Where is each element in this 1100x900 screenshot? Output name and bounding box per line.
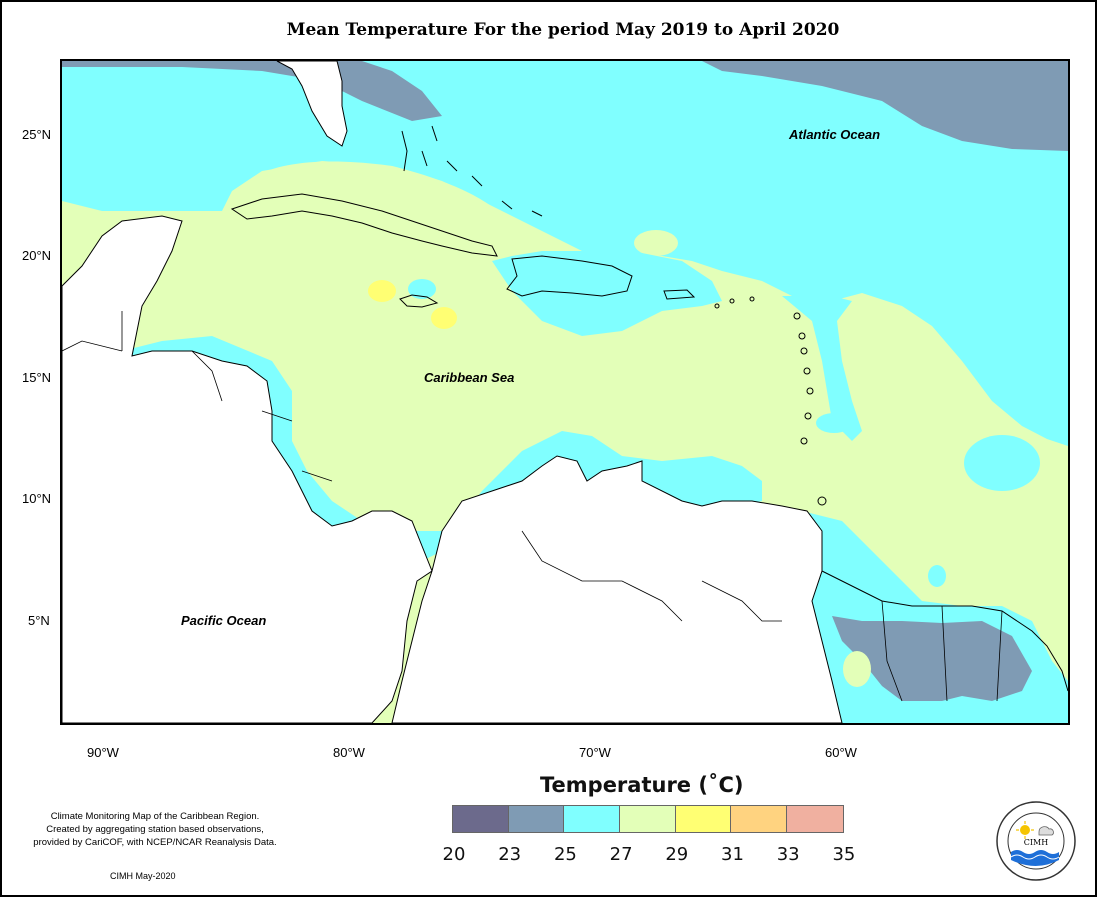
legend-swatch-5 [731, 806, 788, 832]
legend-swatch-0 [453, 806, 509, 832]
temp-zone-25-27-east-patch [964, 435, 1040, 491]
legend-tick-33: 33 [776, 844, 800, 865]
atlantic-ocean-label: Atlantic Ocean [789, 127, 881, 142]
jamaica-landmass [399, 294, 439, 308]
temp-zone-27-29-cuba [237, 161, 507, 261]
logo-text: CIMH [1024, 838, 1048, 847]
temp-zone-25-27-atlantic [62, 61, 1068, 446]
lat-label-20: 20°N [22, 248, 52, 263]
lat-label-10: 10°N [22, 491, 52, 506]
cimh-logo-icon: CIMH [995, 800, 1077, 882]
legend-tick-31: 31 [721, 844, 744, 865]
lat-label-15: 15°N [22, 370, 52, 385]
lon-label-80: 80°W [333, 745, 365, 760]
legend-title: Temperature (˚C) [540, 773, 744, 797]
temp-zone-27-29-blob [634, 230, 678, 256]
temperature-map [62, 61, 1068, 723]
legend-swatch-1 [508, 806, 565, 832]
caribbean-sea-label: Caribbean Sea [424, 370, 515, 385]
legend-tick-35: 35 [832, 844, 856, 865]
map-panel [60, 59, 1070, 725]
credit-line-1: Climate Monitoring Map of the Caribbean … [50, 811, 260, 822]
temp-zone-25-27-grenada-patch [816, 413, 852, 433]
puerto-rico-landmass [663, 289, 696, 300]
florida-landmass [276, 61, 348, 147]
legend-tick-27: 27 [609, 844, 633, 865]
credit-text: Climate Monitoring Map of the Caribbean … [20, 810, 290, 849]
legend-color-bar [452, 805, 844, 833]
lon-label-90: 90°W [87, 745, 119, 760]
legend-swatch-4 [675, 806, 732, 832]
bahamas-islands [401, 125, 543, 217]
legend-tick-29: 29 [665, 844, 689, 865]
temp-zone-25-27-hispaniola [492, 251, 722, 336]
temp-zone-27-29-guiana-blob [843, 651, 871, 687]
credit-date: CIMH May-2020 [110, 871, 176, 881]
guiana-coastline [821, 570, 1068, 692]
legend-tick-20: 20 [442, 844, 466, 865]
temp-zone-29-31-b [431, 307, 457, 329]
temp-zone-29-31-a [368, 280, 396, 302]
temp-zone-25-27-jamaica [408, 279, 436, 299]
legend-swatch-2 [564, 806, 621, 832]
temp-zone-23-25-guianas [832, 616, 1032, 701]
country-borders [62, 311, 1003, 702]
legend-swatch-3 [620, 806, 676, 832]
credit-line-2: Created by aggregating station based obs… [46, 824, 264, 835]
temp-zone-23-25-florida [62, 61, 442, 121]
credit-line-3: provided by CariCOF, with NCEP/NCAR Rean… [33, 837, 277, 848]
central-america-landmass [62, 215, 433, 723]
temp-zone-25-27-antilles [782, 296, 862, 441]
legend-swatch-6 [787, 806, 843, 832]
pacific-ocean-label: Pacific Ocean [181, 613, 267, 628]
lat-label-5: 5°N [28, 613, 50, 628]
legend-tick-25: 25 [553, 844, 577, 865]
south-america-landmass [391, 455, 843, 723]
temp-zone-25-27-small [928, 565, 946, 587]
map-title: Mean Temperature For the period May 2019… [286, 20, 840, 40]
hispaniola-landmass [506, 255, 633, 297]
lat-label-25: 25°N [22, 127, 52, 142]
cuba-landmass [230, 193, 498, 257]
lesser-antilles-islands [714, 296, 827, 506]
lon-label-60: 60°W [825, 745, 857, 760]
legend-tick-23: 23 [498, 844, 522, 865]
temp-zone-23-25-atlantic [702, 61, 1068, 151]
lon-label-70: 70°W [579, 745, 611, 760]
